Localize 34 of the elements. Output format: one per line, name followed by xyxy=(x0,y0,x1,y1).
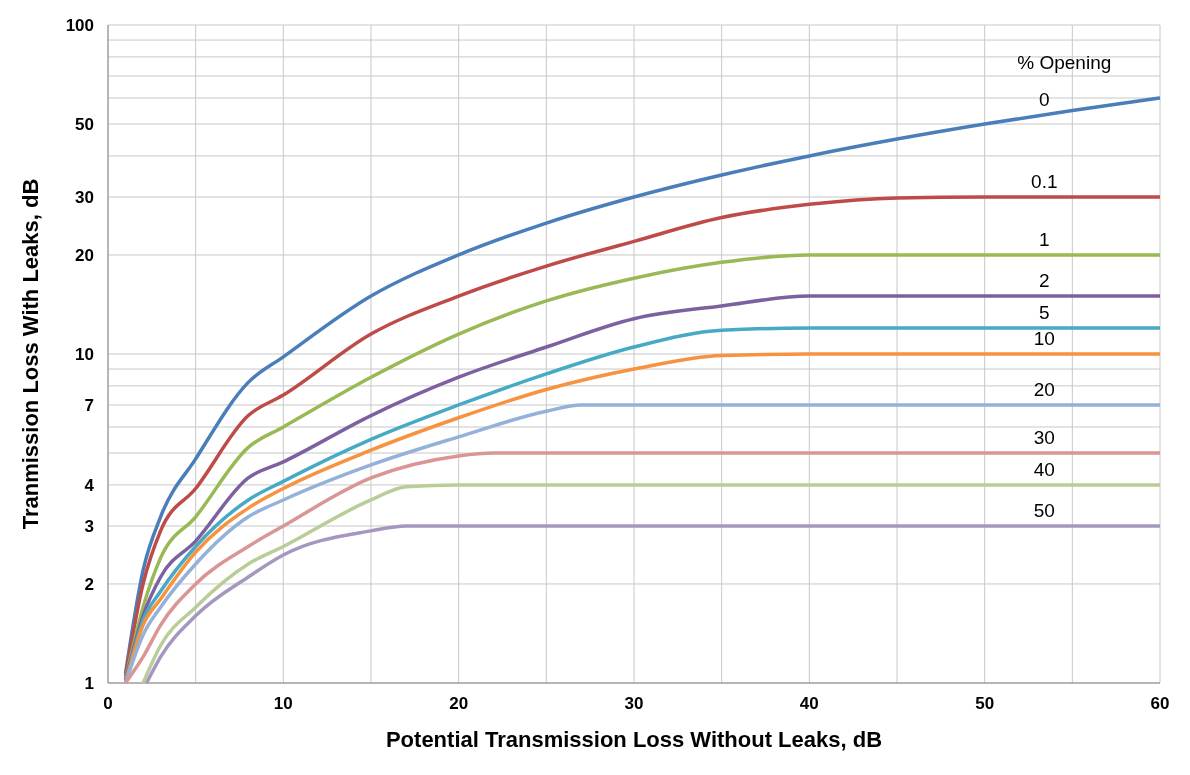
x-tick-label: 60 xyxy=(1150,694,1170,713)
x-axis-title: Potential Transmission Loss Without Leaks, dB xyxy=(385,727,883,752)
series-label: 5 xyxy=(1038,301,1050,323)
x-tick-label: 10 xyxy=(273,694,293,713)
x-tick-label: 50 xyxy=(975,694,995,713)
x-tick-label: 0 xyxy=(103,694,113,713)
series-label: 20 xyxy=(1033,378,1055,400)
line-series xyxy=(123,403,1162,685)
y-tick-label: 2 xyxy=(84,574,94,594)
series-label: 40 xyxy=(1033,458,1055,480)
series-label: 1 xyxy=(1038,228,1050,250)
y-tick-label: 20 xyxy=(75,245,94,265)
line-series xyxy=(144,524,1162,685)
y-tick-label: 50 xyxy=(75,115,94,135)
y-tick-label: 7 xyxy=(84,395,94,415)
y-tick-label: 10 xyxy=(75,345,94,364)
y-axis-title: Tranmission Loss With Leaks, dB xyxy=(18,178,43,530)
series-label: 50 xyxy=(1033,500,1055,522)
x-tick-label: 20 xyxy=(449,694,469,713)
series-label: 30 xyxy=(1033,427,1055,449)
series-label: 2 xyxy=(1038,270,1050,292)
y-tick-label: 100 xyxy=(65,16,94,35)
legend-title: % Opening xyxy=(1017,52,1112,73)
y-tick-label: 4 xyxy=(84,475,95,495)
line-series xyxy=(123,451,1162,685)
series-label: 0 xyxy=(1038,88,1050,110)
y-tick-label: 3 xyxy=(84,517,94,537)
series-label: 0.1 xyxy=(1031,171,1058,193)
line-series xyxy=(141,483,1162,685)
x-tick-label: 40 xyxy=(799,694,819,713)
y-tick-label: 1 xyxy=(84,674,94,693)
y-tick-label: 30 xyxy=(75,188,94,208)
series-label: 10 xyxy=(1033,328,1055,349)
x-tick-label: 30 xyxy=(624,694,644,713)
